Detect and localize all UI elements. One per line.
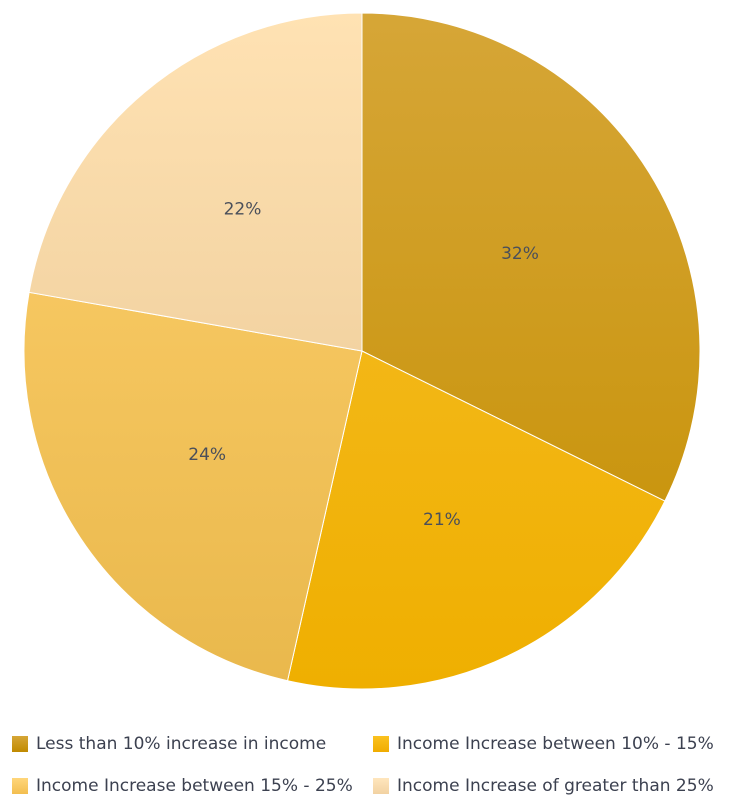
legend-label-less-than-10: Less than 10% increase in income bbox=[36, 734, 327, 754]
legend-item-10-to-15: Income Increase between 10% - 15% bbox=[373, 730, 714, 758]
pie-slice-less-than-10 bbox=[361, 12, 701, 502]
pie-slice-labels: 32% 21% 24% 22% bbox=[188, 200, 539, 530]
pie-chart: 32% 21% 24% 22% bbox=[23, 12, 701, 690]
legend-swatch-less-than-10 bbox=[12, 736, 28, 752]
legend-swatch-greater-than-25 bbox=[373, 778, 389, 794]
slice-label-15-to-25: 24% bbox=[188, 445, 226, 465]
pie-slice-15-to-25 bbox=[23, 291, 363, 682]
legend-label-15-to-25: Income Increase between 15% - 25% bbox=[36, 776, 353, 796]
slice-label-less-than-10: 32% bbox=[501, 244, 539, 264]
legend-swatch-15-to-25 bbox=[12, 778, 28, 794]
chart-legend: Less than 10% increase in income Income … bbox=[0, 730, 729, 812]
slice-label-10-to-15: 21% bbox=[423, 510, 461, 530]
legend-swatch-10-to-15 bbox=[373, 736, 389, 752]
legend-item-less-than-10: Less than 10% increase in income bbox=[12, 730, 326, 758]
pie-slice-10-to-15 bbox=[286, 350, 666, 690]
pie-slice-greater-than-25 bbox=[28, 12, 363, 352]
pie-slices bbox=[23, 12, 701, 690]
legend-label-greater-than-25: Income Increase of greater than 25% bbox=[397, 776, 714, 796]
legend-label-10-to-15: Income Increase between 10% - 15% bbox=[397, 734, 714, 754]
legend-item-15-to-25: Income Increase between 15% - 25% bbox=[12, 772, 353, 800]
slice-label-greater-than-25: 22% bbox=[224, 200, 262, 220]
legend-item-greater-than-25: Income Increase of greater than 25% bbox=[373, 772, 714, 800]
